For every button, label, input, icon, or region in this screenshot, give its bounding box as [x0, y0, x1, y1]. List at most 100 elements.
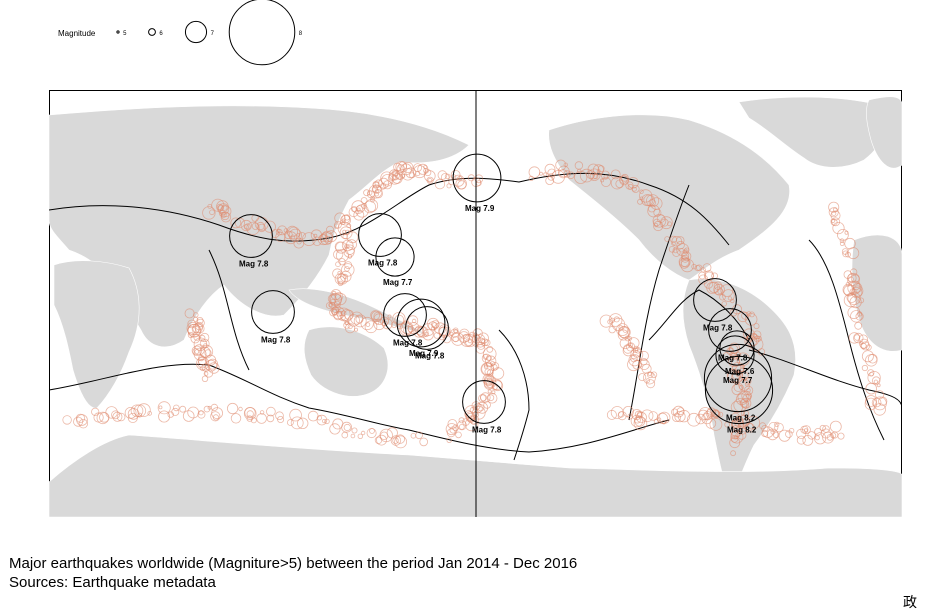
quake-circle	[555, 159, 567, 171]
quake-circle	[551, 170, 566, 184]
legend-title: Magnitude	[58, 29, 96, 38]
plate-boundary-1	[49, 172, 730, 246]
quake-circle	[334, 241, 345, 252]
major-quake-label: Mag 7.8	[703, 323, 733, 332]
quake-circle	[210, 411, 221, 422]
quake-circle	[653, 223, 659, 228]
quake-circle	[490, 361, 496, 366]
quake-circle	[730, 298, 735, 304]
quake-circle	[652, 214, 667, 228]
quake-circle	[207, 204, 213, 209]
quake-circle	[230, 217, 242, 229]
quake-circle	[724, 421, 731, 428]
corner-glyph: 政	[903, 595, 917, 611]
quake-circle	[717, 288, 724, 295]
quake-circle	[182, 410, 195, 422]
quake-circle	[727, 296, 733, 301]
quake-circle	[874, 390, 885, 400]
quake-circle	[638, 373, 647, 382]
quake-circle	[283, 228, 289, 233]
quake-circle	[313, 233, 318, 238]
plate-boundary-5	[628, 184, 690, 421]
quake-circle	[411, 318, 417, 324]
quake-circle	[387, 314, 392, 319]
landmass-9	[866, 96, 902, 169]
quake-circle	[858, 297, 865, 304]
legend-circle	[116, 30, 120, 34]
quake-circle	[680, 257, 691, 268]
quake-circle	[828, 201, 840, 213]
quake-circle	[391, 170, 398, 177]
quake-circle	[201, 375, 209, 382]
quake-circle	[746, 388, 751, 393]
quake-circle	[275, 411, 284, 421]
quake-circle	[474, 174, 484, 184]
quake-circle	[486, 345, 494, 353]
quake-circle	[325, 302, 333, 309]
quake-circle	[173, 404, 180, 412]
quake-circle	[167, 411, 174, 418]
quake-circle	[603, 174, 608, 180]
quake-circle	[610, 169, 621, 180]
quake-circle	[394, 314, 405, 325]
major-quake-label: Mag 7.9	[465, 204, 495, 213]
quake-circle	[127, 412, 138, 423]
quake-circle	[478, 394, 487, 403]
quake-circle	[472, 403, 483, 414]
major-quake-label: Mag 7.6	[725, 367, 755, 376]
quake-circle	[735, 352, 742, 358]
quake-circle	[199, 338, 210, 349]
quake-circle	[851, 287, 863, 299]
quake-circle	[842, 250, 850, 258]
quake-circle	[360, 430, 366, 436]
quake-circle	[628, 343, 633, 348]
quake-circle	[290, 416, 304, 430]
quake-circle	[402, 162, 414, 174]
quake-circle	[147, 411, 152, 416]
quake-circle	[864, 397, 878, 411]
quake-circle	[289, 408, 302, 422]
quake-circle	[844, 230, 849, 235]
quake-circle	[822, 425, 830, 433]
quake-circle	[618, 411, 625, 418]
major-quake-label: Mag 7.8	[239, 259, 269, 268]
quake-circle	[422, 328, 434, 341]
quake-circle	[861, 364, 869, 372]
quake-circle	[483, 401, 491, 409]
quake-circle	[263, 220, 276, 233]
quake-circle	[227, 402, 239, 415]
quake-circle	[744, 422, 755, 433]
legend-label: 5	[123, 31, 127, 37]
quake-circle	[545, 176, 555, 185]
quake-circle	[610, 176, 624, 190]
quake-circle	[449, 426, 457, 434]
quake-circle	[753, 323, 760, 330]
quake-circle	[850, 268, 858, 276]
quake-circle	[370, 198, 375, 203]
quake-circle	[627, 336, 633, 341]
quake-circle	[785, 430, 793, 438]
quake-circle	[486, 355, 492, 361]
quake-circle	[850, 310, 863, 323]
quake-circle	[672, 405, 685, 418]
quake-circle	[75, 413, 86, 423]
quake-circle	[831, 210, 837, 216]
quake-circle	[615, 179, 624, 189]
quake-circle	[203, 343, 208, 348]
quake-circle	[62, 415, 72, 425]
quake-circle	[246, 410, 254, 418]
quake-circle	[600, 178, 605, 183]
quake-circle	[423, 170, 436, 182]
quake-circle	[800, 425, 809, 434]
quake-circle	[873, 379, 879, 384]
quake-circle	[640, 409, 654, 423]
quake-circle	[482, 373, 495, 386]
quake-circle	[333, 249, 344, 260]
major-quake-label: Mag 8.2	[727, 426, 757, 435]
quake-circle	[721, 301, 727, 307]
quake-circle	[458, 417, 465, 424]
quake-circle	[480, 362, 495, 376]
quake-circle	[286, 419, 294, 426]
quake-circle	[456, 420, 467, 431]
caption-title: Major earthquakes worldwide (Magniture>5…	[9, 555, 578, 572]
